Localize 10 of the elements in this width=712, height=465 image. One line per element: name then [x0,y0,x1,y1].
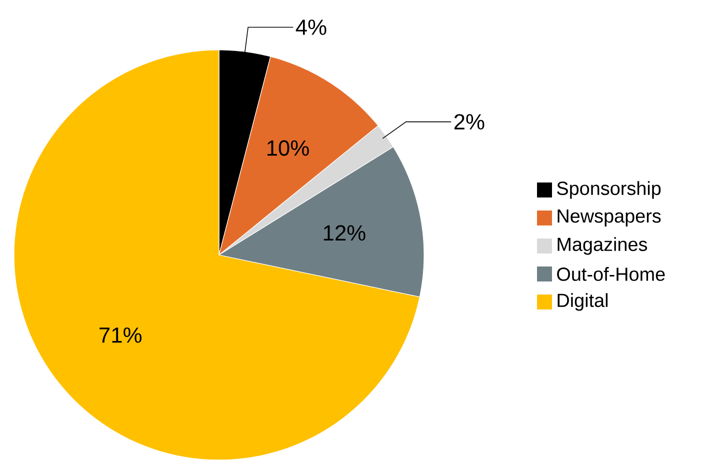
data-label: 12% [324,225,366,241]
legend-label: Out-of-Home [557,267,665,281]
data-label: 71% [100,327,142,343]
data-label: 10% [267,140,309,156]
data-label: 4% [296,20,326,35]
legend-label: Sponsorship [557,181,661,199]
legend-label: Digital [558,293,608,311]
data-label: 2% [454,114,484,130]
legend-label: Magazines [558,237,648,255]
legend-label: Newspapers [558,210,661,226]
